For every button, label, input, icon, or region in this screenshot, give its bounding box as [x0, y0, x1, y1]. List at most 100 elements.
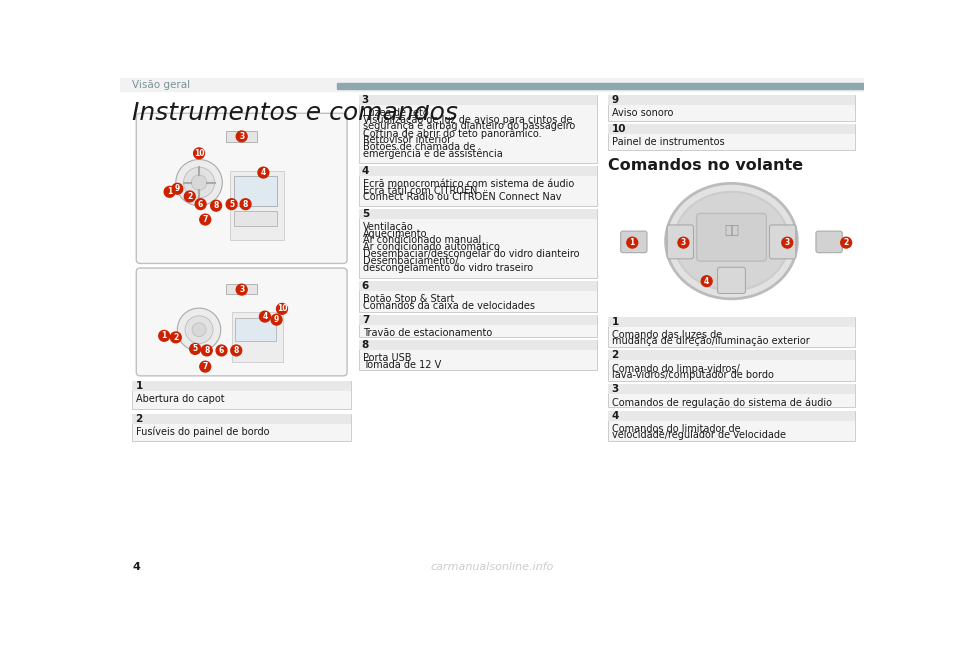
- Bar: [132, 381, 351, 409]
- Ellipse shape: [665, 184, 798, 299]
- Text: 4: 4: [261, 168, 266, 177]
- Text: Comandos no volante: Comandos no volante: [609, 158, 804, 173]
- Circle shape: [184, 191, 195, 202]
- Text: 5: 5: [229, 200, 234, 209]
- Text: Ar condicionado manual: Ar condicionado manual: [363, 236, 481, 245]
- Bar: [609, 317, 854, 326]
- Circle shape: [194, 148, 204, 159]
- Text: 6: 6: [198, 200, 204, 209]
- Bar: [359, 281, 597, 291]
- Circle shape: [192, 323, 206, 337]
- Text: 10: 10: [194, 149, 204, 158]
- Text: 1: 1: [612, 317, 618, 326]
- Text: Comandos do limitador de: Comandos do limitador de: [612, 424, 741, 434]
- Bar: [359, 95, 597, 163]
- Text: Comandos da caixa de velocidades: Comandos da caixa de velocidades: [363, 301, 535, 311]
- Text: Comando das luzes de: Comando das luzes de: [612, 330, 722, 339]
- Circle shape: [200, 214, 210, 225]
- Bar: [227, 284, 257, 294]
- Bar: [609, 95, 854, 121]
- Text: Luzes de teto: Luzes de teto: [363, 108, 428, 118]
- Bar: [609, 384, 854, 395]
- Bar: [609, 411, 854, 441]
- Bar: [359, 339, 597, 371]
- Text: 3: 3: [362, 95, 369, 105]
- Text: 1: 1: [630, 238, 635, 247]
- Circle shape: [183, 167, 214, 198]
- Bar: [359, 209, 597, 219]
- Text: 2: 2: [612, 350, 618, 360]
- Bar: [359, 165, 597, 206]
- Text: 9: 9: [612, 95, 618, 105]
- Bar: [227, 131, 257, 141]
- Text: 7: 7: [203, 215, 208, 224]
- Text: lava-vidros/computador de bordo: lava-vidros/computador de bordo: [612, 371, 774, 380]
- Text: Ecrã tátil com CITROËN: Ecrã tátil com CITROËN: [363, 186, 477, 195]
- Text: carmanualsonline.info: carmanualsonline.info: [430, 562, 554, 572]
- Circle shape: [158, 330, 170, 341]
- Text: 4: 4: [612, 411, 619, 421]
- FancyBboxPatch shape: [816, 231, 842, 252]
- Text: Botão Stop & Start: Botão Stop & Start: [363, 294, 454, 304]
- Bar: [132, 413, 351, 441]
- Circle shape: [185, 316, 213, 343]
- Text: 10: 10: [612, 124, 626, 134]
- Text: 3: 3: [681, 238, 686, 247]
- Text: 9: 9: [274, 315, 279, 324]
- Bar: [232, 312, 283, 362]
- Bar: [609, 124, 854, 151]
- Bar: [359, 281, 597, 312]
- Bar: [235, 318, 276, 341]
- Text: 8: 8: [362, 339, 369, 350]
- Ellipse shape: [674, 192, 789, 290]
- Circle shape: [236, 131, 247, 141]
- Circle shape: [195, 199, 206, 210]
- Bar: [359, 315, 597, 337]
- Text: Porta USB: Porta USB: [363, 353, 411, 363]
- Text: 1: 1: [135, 381, 143, 391]
- Text: Aviso sonoro: Aviso sonoro: [612, 108, 674, 118]
- Text: 2: 2: [844, 238, 849, 247]
- Circle shape: [164, 186, 175, 197]
- Text: 5: 5: [362, 209, 369, 219]
- Text: 2: 2: [135, 413, 143, 424]
- Text: Tomada de 12 V: Tomada de 12 V: [363, 360, 441, 369]
- Circle shape: [781, 238, 793, 248]
- Text: Ar condicionado automático: Ar condicionado automático: [363, 242, 499, 252]
- Text: 2: 2: [173, 333, 179, 342]
- Text: 5: 5: [193, 345, 198, 354]
- Bar: [234, 211, 276, 227]
- Circle shape: [190, 343, 201, 354]
- Text: Connect Radio ou CITROËN Connect Nav: Connect Radio ou CITROËN Connect Nav: [363, 192, 561, 202]
- Circle shape: [271, 314, 282, 325]
- Circle shape: [276, 304, 287, 314]
- Circle shape: [701, 276, 712, 287]
- Text: 4: 4: [704, 276, 709, 286]
- Text: Comandos de regulação do sistema de áudio: Comandos de regulação do sistema de áudi…: [612, 397, 832, 408]
- Bar: [234, 177, 276, 206]
- Text: emergência e de assistência: emergência e de assistência: [363, 149, 502, 159]
- Circle shape: [172, 184, 182, 194]
- Bar: [609, 124, 854, 134]
- FancyBboxPatch shape: [717, 267, 745, 293]
- Text: descongelamento do vidro traseiro: descongelamento do vidro traseiro: [363, 263, 533, 273]
- Text: 4: 4: [132, 562, 140, 572]
- Text: Comando do limpa-vidros/: Comando do limpa-vidros/: [612, 363, 740, 374]
- Text: Desembaciamento/: Desembaciamento/: [363, 256, 458, 265]
- Circle shape: [841, 238, 852, 248]
- Bar: [359, 315, 597, 325]
- Circle shape: [236, 284, 247, 295]
- Bar: [359, 209, 597, 278]
- Text: velocidade/regulador de velocidade: velocidade/regulador de velocidade: [612, 430, 786, 441]
- Text: 8: 8: [213, 201, 219, 210]
- FancyBboxPatch shape: [697, 214, 766, 261]
- Text: Instrumentos e comandos: Instrumentos e comandos: [132, 101, 458, 125]
- Text: 3: 3: [612, 384, 618, 395]
- Circle shape: [258, 167, 269, 178]
- Text: 6: 6: [362, 281, 369, 291]
- Bar: [120, 78, 864, 91]
- Circle shape: [259, 311, 271, 322]
- Bar: [609, 95, 854, 105]
- Text: Ecrã monocromático com sistema de áudio: Ecrã monocromático com sistema de áudio: [363, 178, 574, 189]
- Text: Botões de chamada de: Botões de chamada de: [363, 141, 475, 152]
